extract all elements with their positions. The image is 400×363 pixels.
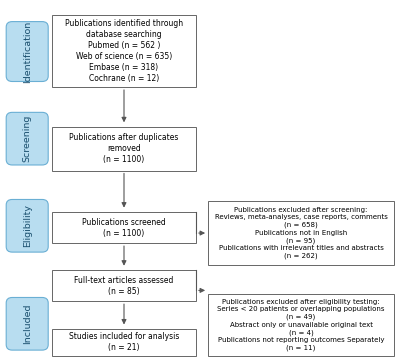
FancyBboxPatch shape	[6, 113, 48, 165]
FancyBboxPatch shape	[6, 298, 48, 350]
FancyBboxPatch shape	[52, 127, 196, 171]
Text: Publications identified through
database searching
Pubmed (n = 562 )
Web of scie: Publications identified through database…	[65, 19, 183, 83]
FancyBboxPatch shape	[208, 294, 394, 356]
Text: Publications excluded after eligibility testing:
Series < 20 patients or overlap: Publications excluded after eligibility …	[217, 299, 385, 351]
FancyBboxPatch shape	[52, 212, 196, 243]
Text: Publications screened
(n = 1100): Publications screened (n = 1100)	[82, 218, 166, 238]
Text: Publications excluded after screening:
Reviews, meta-analyses, case reports, com: Publications excluded after screening: R…	[214, 207, 388, 260]
Text: Identification: Identification	[23, 20, 32, 83]
Text: Included: Included	[23, 303, 32, 344]
Text: Screening: Screening	[23, 115, 32, 162]
FancyBboxPatch shape	[52, 329, 196, 356]
FancyBboxPatch shape	[6, 200, 48, 252]
FancyBboxPatch shape	[52, 15, 196, 87]
Text: Studies included for analysis
(n = 21): Studies included for analysis (n = 21)	[69, 332, 179, 352]
FancyBboxPatch shape	[6, 22, 48, 82]
FancyBboxPatch shape	[52, 270, 196, 301]
Text: Full-text articles assessed
(n = 85): Full-text articles assessed (n = 85)	[74, 276, 174, 296]
FancyBboxPatch shape	[208, 201, 394, 265]
Text: Eligibility: Eligibility	[23, 204, 32, 247]
Text: Publications after duplicates
removed
(n = 1100): Publications after duplicates removed (n…	[69, 133, 179, 164]
